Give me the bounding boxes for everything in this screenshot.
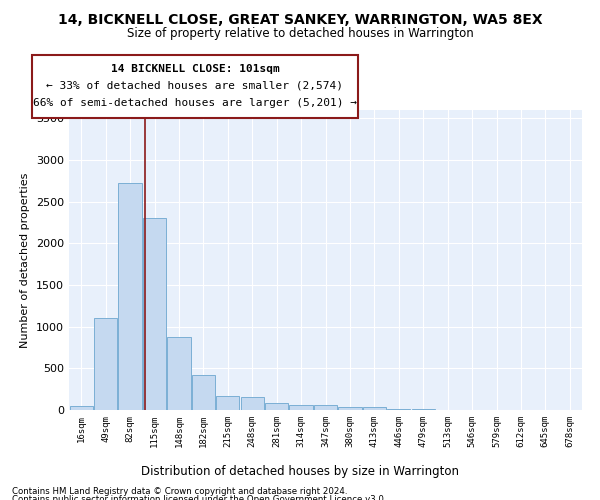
Text: ← 33% of detached houses are smaller (2,574): ← 33% of detached houses are smaller (2,…	[47, 81, 343, 91]
Bar	[412, 409, 435, 410]
Bar	[241, 397, 264, 410]
Text: Contains HM Land Registry data © Crown copyright and database right 2024.: Contains HM Land Registry data © Crown c…	[12, 488, 347, 496]
Text: 14 BICKNELL CLOSE: 101sqm: 14 BICKNELL CLOSE: 101sqm	[110, 64, 280, 74]
Bar	[118, 182, 142, 410]
Bar	[143, 218, 166, 410]
Bar	[167, 336, 191, 410]
Bar	[94, 318, 117, 410]
Bar	[192, 375, 215, 410]
Text: 14, BICKNELL CLOSE, GREAT SANKEY, WARRINGTON, WA5 8EX: 14, BICKNELL CLOSE, GREAT SANKEY, WARRIN…	[58, 12, 542, 26]
Text: Size of property relative to detached houses in Warrington: Size of property relative to detached ho…	[127, 28, 473, 40]
Bar	[216, 396, 239, 410]
Bar	[70, 406, 93, 410]
Bar	[265, 402, 288, 410]
Y-axis label: Number of detached properties: Number of detached properties	[20, 172, 31, 348]
Bar	[387, 409, 410, 410]
Bar	[363, 407, 386, 410]
Bar	[289, 404, 313, 410]
Bar	[314, 406, 337, 410]
Bar	[338, 406, 362, 410]
Text: Contains public sector information licensed under the Open Government Licence v3: Contains public sector information licen…	[12, 495, 386, 500]
Text: Distribution of detached houses by size in Warrington: Distribution of detached houses by size …	[141, 464, 459, 477]
Text: 66% of semi-detached houses are larger (5,201) →: 66% of semi-detached houses are larger (…	[33, 98, 357, 108]
